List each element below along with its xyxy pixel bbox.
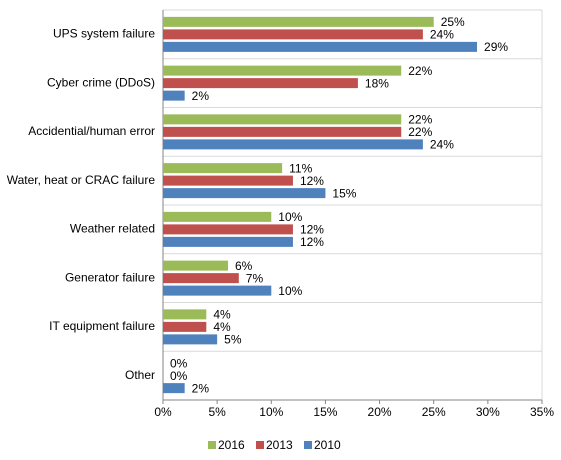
value-label: 5% xyxy=(224,333,242,347)
y-tick-label: Cyber crime (DDoS) xyxy=(47,75,155,89)
legend-swatch xyxy=(304,441,312,449)
bar xyxy=(163,188,326,199)
value-label: 24% xyxy=(430,28,454,42)
bar xyxy=(163,383,185,394)
value-label: 7% xyxy=(246,271,264,285)
bar xyxy=(163,211,272,222)
bar xyxy=(163,273,239,284)
legend-swatch xyxy=(256,441,264,449)
bar xyxy=(163,139,423,150)
value-label: 4% xyxy=(213,308,231,322)
bar xyxy=(163,334,218,345)
legend-label: 2013 xyxy=(266,438,293,452)
value-label: 29% xyxy=(484,40,508,54)
value-label: 22% xyxy=(408,64,432,78)
x-tick-label: 25% xyxy=(422,405,446,419)
bar xyxy=(163,321,207,332)
bar xyxy=(163,285,272,296)
value-label: 0% xyxy=(170,369,188,383)
value-label: 6% xyxy=(235,259,253,273)
value-label: 25% xyxy=(441,15,465,29)
y-tick-label: Other xyxy=(125,368,155,382)
value-label: 10% xyxy=(278,210,302,224)
x-tick-label: 35% xyxy=(530,405,554,419)
value-label: 4% xyxy=(213,320,231,334)
value-label: 11% xyxy=(289,161,312,175)
y-tick-label: Generator failure xyxy=(65,270,155,284)
value-label: 12% xyxy=(300,174,324,188)
bar xyxy=(163,65,402,76)
value-label: 15% xyxy=(332,186,356,200)
bar xyxy=(163,236,293,247)
bar xyxy=(163,29,423,40)
x-tick-label: 0% xyxy=(154,405,172,419)
legend-label: 2010 xyxy=(314,438,341,452)
bar xyxy=(163,41,478,52)
bar xyxy=(163,175,293,186)
x-tick-label: 5% xyxy=(208,405,226,419)
bar xyxy=(163,309,207,320)
y-tick-label: Accidential/human error xyxy=(28,124,155,138)
bar xyxy=(163,163,283,174)
bar xyxy=(163,260,228,271)
value-label: 10% xyxy=(278,284,302,298)
y-tick-label: Water, heat or CRAC failure xyxy=(7,173,156,187)
bar xyxy=(163,78,358,89)
value-label: 22% xyxy=(408,125,432,139)
bar xyxy=(163,90,185,101)
legend-label: 2016 xyxy=(218,438,245,452)
value-label: 18% xyxy=(365,76,389,90)
value-label: 12% xyxy=(300,223,324,237)
value-label: 0% xyxy=(170,356,188,370)
value-label: 2% xyxy=(192,381,210,395)
x-tick-label: 30% xyxy=(476,405,500,419)
x-tick-label: 20% xyxy=(368,405,392,419)
legend-swatch xyxy=(208,441,216,449)
value-label: 2% xyxy=(192,89,210,103)
value-label: 22% xyxy=(408,113,432,127)
bar xyxy=(163,16,434,27)
x-tick-label: 15% xyxy=(313,405,337,419)
y-tick-label: IT equipment failure xyxy=(49,319,155,333)
value-label: 24% xyxy=(430,138,454,152)
bar xyxy=(163,224,293,235)
x-tick-label: 10% xyxy=(259,405,283,419)
bar xyxy=(163,114,402,125)
value-label: 12% xyxy=(300,235,324,249)
bar xyxy=(163,126,402,137)
y-tick-label: Weather related xyxy=(70,222,155,236)
y-tick-label: UPS system failure xyxy=(53,27,155,41)
